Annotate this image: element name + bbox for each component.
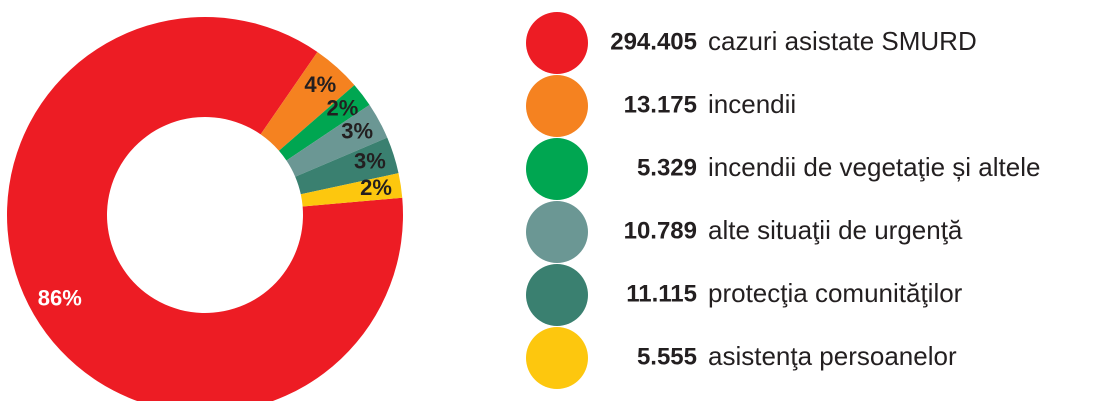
slice — [286, 104, 388, 177]
legend-label: protecţia comunităţilor — [708, 278, 963, 308]
legend-swatch — [526, 201, 588, 263]
legend-swatch — [526, 327, 588, 389]
legend-swatch — [526, 138, 588, 200]
legend-value: 10.789 — [624, 217, 697, 244]
legend-value: 5.329 — [637, 154, 697, 181]
slice — [295, 137, 399, 195]
slice-label: 4% — [304, 72, 336, 97]
legend-swatch — [526, 12, 588, 74]
legend-value: 294.405 — [610, 28, 697, 55]
slice-label: 3% — [341, 119, 373, 144]
slice — [300, 173, 403, 207]
legend-label: incendii de vegetaţie și altele — [708, 152, 1040, 182]
legend-label: incendii — [708, 89, 796, 119]
legend-swatch — [526, 264, 588, 326]
legend-label: cazuri asistate SMURD — [708, 26, 977, 56]
slice — [7, 17, 403, 401]
slice-label: 3% — [354, 149, 386, 174]
legend-label: alte situaţii de urgenţă — [708, 215, 963, 245]
slice-label: 86% — [38, 285, 82, 310]
slice — [260, 52, 355, 151]
legend-value: 5.555 — [637, 343, 697, 370]
legend-swatch — [526, 75, 588, 137]
legend-value: 13.175 — [624, 91, 697, 118]
slice-label: 2% — [360, 175, 392, 200]
legend-label: asistenţa persoanelor — [708, 341, 957, 371]
slice — [278, 85, 370, 161]
legend-value: 11.115 — [626, 280, 697, 307]
